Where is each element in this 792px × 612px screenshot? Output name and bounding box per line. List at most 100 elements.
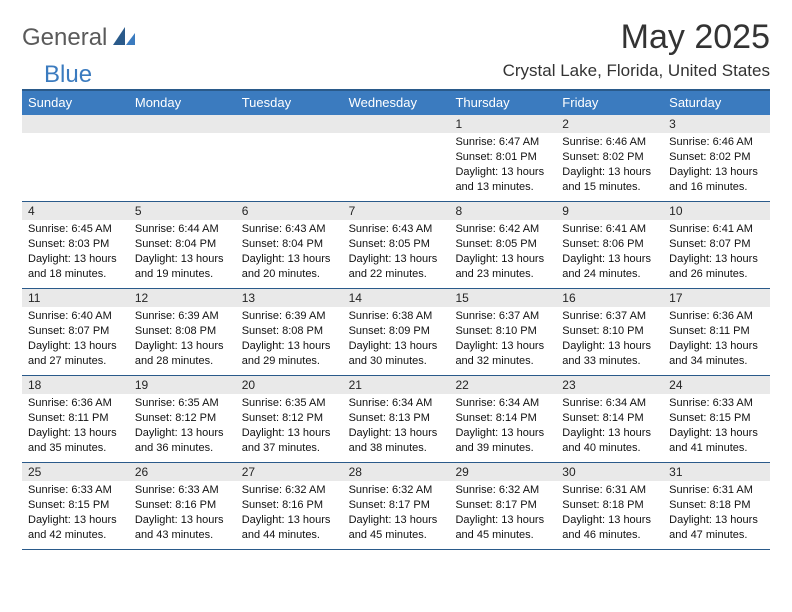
daylight-line: Daylight: 13 hours and 24 minutes.	[562, 252, 657, 282]
sunrise-line: Sunrise: 6:47 AM	[455, 135, 550, 150]
cell-body: Sunrise: 6:37 AMSunset: 8:10 PMDaylight:…	[449, 307, 556, 372]
day-number: 18	[22, 376, 129, 394]
day-number: .	[22, 115, 129, 133]
day-number: 8	[449, 202, 556, 220]
cell-body: Sunrise: 6:43 AMSunset: 8:04 PMDaylight:…	[236, 220, 343, 285]
calendar-cell: 30Sunrise: 6:31 AMSunset: 8:18 PMDayligh…	[556, 463, 663, 549]
day-number: 24	[663, 376, 770, 394]
day-number: 4	[22, 202, 129, 220]
cell-body: Sunrise: 6:45 AMSunset: 8:03 PMDaylight:…	[22, 220, 129, 285]
cell-body: Sunrise: 6:36 AMSunset: 8:11 PMDaylight:…	[22, 394, 129, 459]
calendar-cell: 26Sunrise: 6:33 AMSunset: 8:16 PMDayligh…	[129, 463, 236, 549]
cell-body: Sunrise: 6:36 AMSunset: 8:11 PMDaylight:…	[663, 307, 770, 372]
daylight-line: Daylight: 13 hours and 46 minutes.	[562, 513, 657, 543]
day-number: 13	[236, 289, 343, 307]
daylight-line: Daylight: 13 hours and 45 minutes.	[349, 513, 444, 543]
daylight-line: Daylight: 13 hours and 32 minutes.	[455, 339, 550, 369]
sunset-line: Sunset: 8:04 PM	[242, 237, 337, 252]
cell-body	[22, 133, 129, 139]
calendar-cell: 25Sunrise: 6:33 AMSunset: 8:15 PMDayligh…	[22, 463, 129, 549]
day-header-tuesday: Tuesday	[236, 91, 343, 115]
daylight-line: Daylight: 13 hours and 33 minutes.	[562, 339, 657, 369]
cell-body: Sunrise: 6:44 AMSunset: 8:04 PMDaylight:…	[129, 220, 236, 285]
sunset-line: Sunset: 8:16 PM	[242, 498, 337, 513]
daylight-line: Daylight: 13 hours and 47 minutes.	[669, 513, 764, 543]
cell-body: Sunrise: 6:35 AMSunset: 8:12 PMDaylight:…	[236, 394, 343, 459]
calendar-cell: 14Sunrise: 6:38 AMSunset: 8:09 PMDayligh…	[343, 289, 450, 375]
day-header-monday: Monday	[129, 91, 236, 115]
daylight-line: Daylight: 13 hours and 15 minutes.	[562, 165, 657, 195]
day-number: 7	[343, 202, 450, 220]
calendar-cell: 7Sunrise: 6:43 AMSunset: 8:05 PMDaylight…	[343, 202, 450, 288]
day-number: .	[236, 115, 343, 133]
daylight-line: Daylight: 13 hours and 42 minutes.	[28, 513, 123, 543]
day-header-friday: Friday	[556, 91, 663, 115]
sunrise-line: Sunrise: 6:32 AM	[242, 483, 337, 498]
cell-body: Sunrise: 6:33 AMSunset: 8:16 PMDaylight:…	[129, 481, 236, 546]
sunset-line: Sunset: 8:15 PM	[669, 411, 764, 426]
calendar-cell: 9Sunrise: 6:41 AMSunset: 8:06 PMDaylight…	[556, 202, 663, 288]
sunrise-line: Sunrise: 6:36 AM	[28, 396, 123, 411]
cell-body: Sunrise: 6:39 AMSunset: 8:08 PMDaylight:…	[129, 307, 236, 372]
calendar-cell: 19Sunrise: 6:35 AMSunset: 8:12 PMDayligh…	[129, 376, 236, 462]
sunset-line: Sunset: 8:05 PM	[349, 237, 444, 252]
sunrise-line: Sunrise: 6:33 AM	[28, 483, 123, 498]
sunset-line: Sunset: 8:17 PM	[349, 498, 444, 513]
sunrise-line: Sunrise: 6:32 AM	[455, 483, 550, 498]
daylight-line: Daylight: 13 hours and 38 minutes.	[349, 426, 444, 456]
sunset-line: Sunset: 8:06 PM	[562, 237, 657, 252]
calendar-cell: 24Sunrise: 6:33 AMSunset: 8:15 PMDayligh…	[663, 376, 770, 462]
calendar-cell: 16 Sunrise: 6:37 AMSunset: 8:10 PMDayligh…	[556, 289, 663, 375]
daylight-line: Daylight: 13 hours and 13 minutes.	[455, 165, 550, 195]
week-row: 18Sunrise: 6:36 AMSunset: 8:11 PMDayligh…	[22, 376, 770, 463]
sunset-line: Sunset: 8:04 PM	[135, 237, 230, 252]
calendar-cell: 31Sunrise: 6:31 AMSunset: 8:18 PMDayligh…	[663, 463, 770, 549]
week-row: 11Sunrise: 6:40 AMSunset: 8:07 PMDayligh…	[22, 289, 770, 376]
day-number: 27	[236, 463, 343, 481]
day-number: 26	[129, 463, 236, 481]
daylight-line: Daylight: 13 hours and 39 minutes.	[455, 426, 550, 456]
sunset-line: Sunset: 8:11 PM	[28, 411, 123, 426]
cell-body: Sunrise: 6:32 AMSunset: 8:17 PMDaylight:…	[343, 481, 450, 546]
daylight-line: Daylight: 13 hours and 28 minutes.	[135, 339, 230, 369]
logo-text-blue: Blue	[44, 61, 92, 89]
sunrise-line: Sunrise: 6:33 AM	[669, 396, 764, 411]
sunset-line: Sunset: 8:17 PM	[455, 498, 550, 513]
sunrise-line: Sunrise: 6:46 AM	[562, 135, 657, 150]
sunrise-line: Sunrise: 6:44 AM	[135, 222, 230, 237]
cell-body: Sunrise: 6:43 AMSunset: 8:05 PMDaylight:…	[343, 220, 450, 285]
day-header-wednesday: Wednesday	[343, 91, 450, 115]
sunset-line: Sunset: 8:08 PM	[135, 324, 230, 339]
daylight-line: Daylight: 13 hours and 34 minutes.	[669, 339, 764, 369]
daylight-line: Daylight: 13 hours and 45 minutes.	[455, 513, 550, 543]
sunset-line: Sunset: 8:10 PM	[455, 324, 550, 339]
day-number: 2	[556, 115, 663, 133]
day-number: 9	[556, 202, 663, 220]
day-header-thursday: Thursday	[449, 91, 556, 115]
daylight-line: Daylight: 13 hours and 35 minutes.	[28, 426, 123, 456]
sunset-line: Sunset: 8:12 PM	[242, 411, 337, 426]
cell-body: Sunrise: 6:42 AMSunset: 8:05 PMDaylight:…	[449, 220, 556, 285]
day-header-saturday: Saturday	[663, 91, 770, 115]
cell-body: Sunrise: 6:34 AMSunset: 8:14 PMDaylight:…	[556, 394, 663, 459]
day-number: 17	[663, 289, 770, 307]
cell-body	[236, 133, 343, 139]
sunrise-line: Sunrise: 6:35 AM	[242, 396, 337, 411]
daylight-line: Daylight: 13 hours and 19 minutes.	[135, 252, 230, 282]
calendar-cell: 13Sunrise: 6:39 AMSunset: 8:08 PMDayligh…	[236, 289, 343, 375]
week-row: 25Sunrise: 6:33 AMSunset: 8:15 PMDayligh…	[22, 463, 770, 550]
week-row: ....1Sunrise: 6:47 AMSunset: 8:01 PMDayl…	[22, 115, 770, 202]
sunset-line: Sunset: 8:10 PM	[562, 324, 657, 339]
day-number: 16	[556, 289, 663, 307]
cell-body: Sunrise: 6:47 AMSunset: 8:01 PMDaylight:…	[449, 133, 556, 198]
daylight-line: Daylight: 13 hours and 23 minutes.	[455, 252, 550, 282]
sunrise-line: Sunrise: 6:37 AM	[562, 309, 657, 324]
cell-body	[343, 133, 450, 139]
day-number: 14	[343, 289, 450, 307]
calendar-cell: 23Sunrise: 6:34 AMSunset: 8:14 PMDayligh…	[556, 376, 663, 462]
cell-body: Sunrise: 6:35 AMSunset: 8:12 PMDaylight:…	[129, 394, 236, 459]
calendar-cell: .	[236, 115, 343, 201]
cell-body: Sunrise: 6:46 AMSunset: 8:02 PMDaylight:…	[663, 133, 770, 198]
cell-body: Sunrise: 6:31 AMSunset: 8:18 PMDaylight:…	[663, 481, 770, 546]
sunset-line: Sunset: 8:18 PM	[562, 498, 657, 513]
